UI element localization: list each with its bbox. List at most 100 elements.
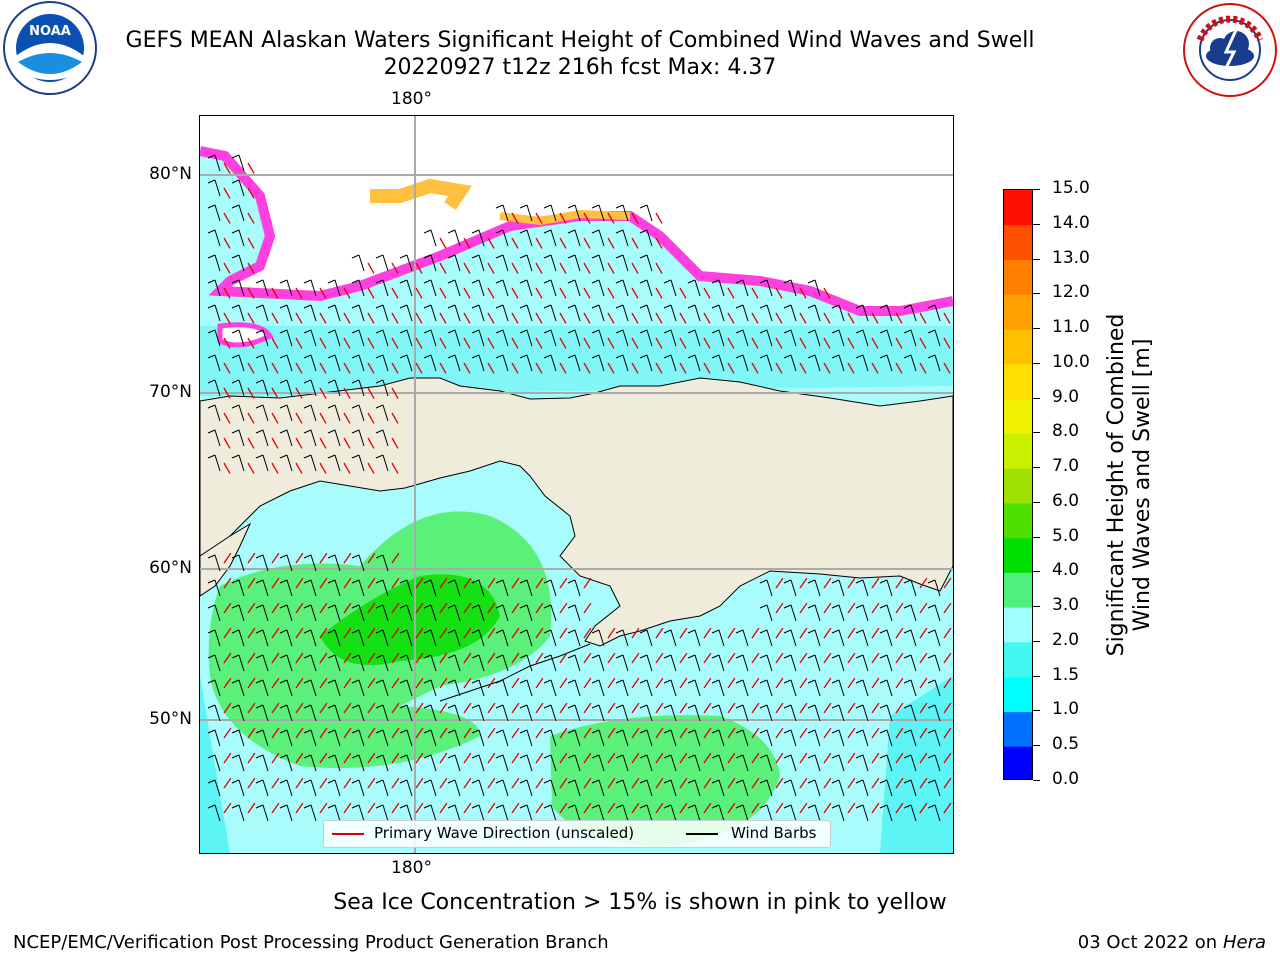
wind-barb xyxy=(879,579,893,597)
wave-arrow xyxy=(895,802,904,814)
wind-barb xyxy=(447,354,461,372)
wave-arrow xyxy=(511,312,519,324)
wave-arrow xyxy=(823,677,832,689)
wave-arrow xyxy=(271,362,279,374)
wind-barb xyxy=(879,304,893,322)
wave-arrow xyxy=(847,777,856,789)
wave-arrow xyxy=(631,287,639,299)
wind-barb xyxy=(303,454,317,472)
wind-barb xyxy=(639,629,653,647)
wind-barb xyxy=(543,204,557,222)
wind-barb xyxy=(519,729,533,747)
colorbar-tick xyxy=(1033,432,1040,434)
wave-arrow xyxy=(463,627,472,639)
wind-barb xyxy=(375,454,389,472)
wind-barb xyxy=(327,604,341,622)
wave-arrow xyxy=(703,287,711,299)
wind-barb xyxy=(903,704,917,722)
wind-barb xyxy=(447,604,461,622)
wind-barb xyxy=(399,729,413,747)
wind-barb xyxy=(783,804,797,822)
colorbar-label: Significant Height of Combined Wind Wave… xyxy=(1104,314,1156,657)
wind-barb xyxy=(543,579,557,597)
wind-barb xyxy=(351,779,365,797)
wind-barb xyxy=(855,804,869,822)
wind-barb xyxy=(855,629,869,647)
wind-barb xyxy=(351,254,365,272)
wave-arrow xyxy=(895,652,904,664)
map-canvas xyxy=(200,116,953,853)
wave-arrow xyxy=(223,162,231,174)
wave-arrow xyxy=(439,337,447,349)
wind-barb xyxy=(471,579,485,597)
wave-arrow xyxy=(847,312,855,324)
wave-arrow xyxy=(439,287,447,299)
noaa-logo-text: NOAA xyxy=(29,24,71,39)
wind-barb xyxy=(279,329,293,347)
colorbar-tick-label: 14.0 xyxy=(1052,212,1090,233)
wind-barb xyxy=(879,804,893,822)
wind-barb xyxy=(351,279,365,297)
wind-barb xyxy=(543,329,557,347)
wave-arrow xyxy=(271,727,280,739)
wind-barb xyxy=(255,279,269,297)
wave-arrow xyxy=(415,312,423,324)
wave-arrow xyxy=(511,677,520,689)
wind-barb xyxy=(351,729,365,747)
wave-arrow xyxy=(559,602,568,614)
wave-arrow xyxy=(271,577,280,589)
wave-arrow xyxy=(247,627,256,639)
wind-barb xyxy=(639,204,653,222)
wave-arrow xyxy=(247,337,255,349)
wind-barb xyxy=(447,679,461,697)
wave-arrow xyxy=(895,677,904,689)
wave-arrow xyxy=(847,652,856,664)
wind-barb xyxy=(807,604,821,622)
wind-barb xyxy=(543,729,557,747)
wave-arrow xyxy=(391,602,400,614)
colorbar-tick xyxy=(1033,501,1040,503)
wave-arrow xyxy=(511,752,520,764)
wind-barb xyxy=(255,779,269,797)
wave-arrow xyxy=(367,337,375,349)
wind-barb xyxy=(279,379,293,397)
wave-arrow xyxy=(751,702,760,714)
wave-arrow xyxy=(799,727,808,739)
wave-arrow xyxy=(535,212,543,224)
wind-barb xyxy=(519,704,533,722)
wind-barb xyxy=(447,279,461,297)
wave-arrow xyxy=(919,802,928,814)
wind-barb xyxy=(783,754,797,772)
wind-barb xyxy=(303,654,317,672)
wave-arrow xyxy=(607,677,616,689)
wind-barb xyxy=(327,729,341,747)
wave-arrow xyxy=(607,802,616,814)
wave-arrow xyxy=(751,752,760,764)
wave-arrow xyxy=(367,727,376,739)
wave-arrow xyxy=(535,752,544,764)
colorbar-tick-label: 7.0 xyxy=(1052,456,1080,477)
wave-arrow xyxy=(871,627,880,639)
wind-barb xyxy=(639,329,653,347)
wave-arrow xyxy=(823,652,832,664)
wind-barb xyxy=(807,354,821,372)
wave-arrow xyxy=(319,362,327,374)
wave-arrow xyxy=(247,237,255,249)
wind-barb xyxy=(831,804,845,822)
colorbar-tick xyxy=(1033,223,1040,225)
wind-barb xyxy=(351,304,365,322)
wind-barb xyxy=(279,404,293,422)
wind-barb xyxy=(279,654,293,672)
wave-arrow xyxy=(271,462,279,474)
wave-arrow xyxy=(535,337,543,349)
wind-barb xyxy=(783,654,797,672)
wind-barb xyxy=(807,779,821,797)
wind-barb xyxy=(759,354,773,372)
wind-barb xyxy=(639,754,653,772)
wind-barb xyxy=(231,304,245,322)
wave-arrow xyxy=(751,727,760,739)
wave-arrow xyxy=(679,337,687,349)
wind-barb xyxy=(591,304,605,322)
wind-barb xyxy=(255,804,269,822)
wind-barb xyxy=(615,229,629,247)
